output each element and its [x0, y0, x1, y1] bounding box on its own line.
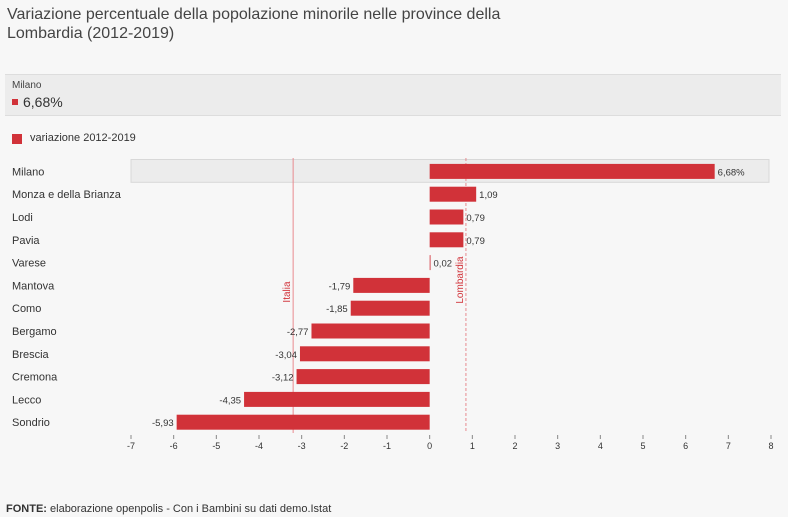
bar-brescia[interactable] [299, 346, 430, 362]
bar-como[interactable] [350, 300, 430, 316]
tooltip-box: Milano 6,68% [5, 74, 781, 116]
x-tick-label: -6 [170, 441, 178, 451]
category-label: Pavia [12, 235, 40, 247]
category-label: Sondrio [12, 417, 50, 429]
category-label: Lecco [12, 394, 41, 406]
value-label: 6,68% [718, 167, 745, 178]
x-tick-label: -4 [255, 441, 263, 451]
x-tick-label: 7 [726, 441, 731, 451]
category-label: Brescia [12, 349, 50, 361]
bar-milano[interactable] [429, 163, 715, 179]
x-tick-label: 4 [598, 441, 603, 451]
x-tick-label: -2 [340, 441, 348, 451]
value-label: -2,77 [287, 327, 309, 338]
bar-varese[interactable] [429, 255, 431, 271]
category-label: Cremona [12, 372, 58, 384]
value-label: 1,09 [479, 190, 498, 201]
value-label: -1,85 [326, 304, 348, 315]
category-label: Como [12, 303, 41, 315]
reference-label-italia: Italia [282, 281, 293, 303]
value-label: -3,04 [275, 350, 297, 361]
bar-sondrio[interactable] [176, 414, 430, 430]
category-label: Milano [12, 166, 44, 178]
value-label: -3,12 [272, 373, 294, 384]
category-label: Lodi [12, 212, 33, 224]
x-tick-label: 6 [683, 441, 688, 451]
legend-label[interactable]: variazione 2012-2019 [30, 132, 136, 144]
x-tick-label: 1 [470, 441, 475, 451]
x-tick-label: 5 [640, 441, 645, 451]
tooltip-label: Milano [12, 80, 42, 91]
x-tick-label: 0 [427, 441, 432, 451]
bar-lodi[interactable] [429, 209, 464, 225]
footer-source: FONTE: elaborazione openpolis - Con i Ba… [6, 503, 331, 515]
footer-prefix: FONTE: [6, 503, 47, 515]
x-tick-label: 8 [768, 441, 773, 451]
value-label: 0,79 [466, 213, 485, 224]
bar-monza-e-della-brianza[interactable] [429, 186, 477, 202]
bar-mantova[interactable] [353, 277, 430, 293]
x-tick-label: -7 [127, 441, 135, 451]
tooltip-value: 6,68% [23, 94, 63, 110]
x-tick-label: 2 [512, 441, 517, 451]
bar-bergamo[interactable] [311, 323, 430, 339]
value-label: 0,79 [466, 236, 485, 247]
value-label: -1,79 [329, 281, 351, 292]
x-tick-label: -5 [212, 441, 220, 451]
value-label: -4,35 [219, 395, 241, 406]
category-label: Bergamo [12, 326, 57, 338]
tooltip-swatch-icon [12, 99, 18, 105]
value-label: 0,02 [434, 259, 453, 270]
legend-swatch-icon [12, 134, 22, 144]
x-tick-label: -3 [298, 441, 306, 451]
category-label: Mantova [12, 280, 55, 292]
category-label: Monza e della Brianza [12, 189, 122, 201]
category-label: Varese [12, 258, 46, 270]
x-tick-label: 3 [555, 441, 560, 451]
x-tick-label: -1 [383, 441, 391, 451]
bar-lecco[interactable] [244, 391, 430, 407]
chart-title: Variazione percentuale della popolazione… [7, 6, 501, 42]
value-label: -5,93 [152, 418, 174, 429]
bar-cremona[interactable] [296, 369, 430, 385]
bar-pavia[interactable] [429, 232, 464, 248]
footer-text: elaborazione openpolis - Con i Bambini s… [46, 503, 332, 515]
reference-label-lombardia: Lombardia [455, 256, 466, 304]
